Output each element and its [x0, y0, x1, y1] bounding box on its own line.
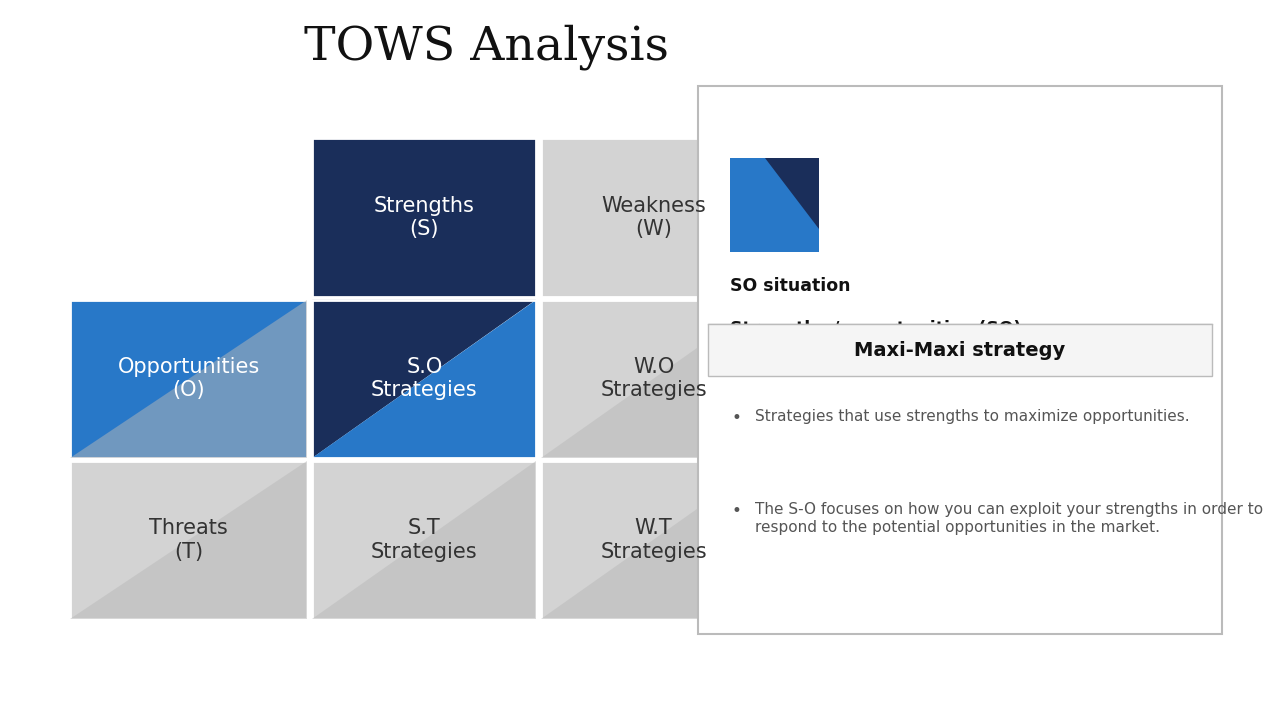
Polygon shape [312, 300, 536, 458]
Text: •: • [731, 409, 741, 427]
FancyBboxPatch shape [541, 300, 765, 458]
FancyBboxPatch shape [70, 461, 307, 619]
Text: S.O
Strategies: S.O Strategies [371, 357, 477, 400]
FancyBboxPatch shape [708, 325, 1212, 377]
Text: Opportunities
(O): Opportunities (O) [118, 357, 260, 400]
Polygon shape [541, 461, 765, 619]
Text: W.O
Strategies: W.O Strategies [600, 357, 707, 400]
FancyBboxPatch shape [730, 158, 819, 252]
Text: Strategies that use strengths to maximize opportunities.: Strategies that use strengths to maximiz… [755, 409, 1190, 423]
Text: SO situation: SO situation [730, 277, 850, 295]
FancyBboxPatch shape [541, 461, 765, 619]
Polygon shape [541, 300, 765, 458]
Text: Strengths
(S): Strengths (S) [374, 196, 475, 239]
FancyBboxPatch shape [312, 138, 536, 297]
FancyBboxPatch shape [698, 86, 1222, 634]
Text: S.T
Strategies: S.T Strategies [371, 518, 477, 562]
Polygon shape [70, 300, 307, 458]
Text: Weakness
(W): Weakness (W) [602, 196, 705, 239]
Polygon shape [70, 461, 307, 619]
Polygon shape [312, 300, 536, 458]
Text: Threats
(T): Threats (T) [150, 518, 228, 562]
FancyBboxPatch shape [541, 138, 765, 297]
FancyBboxPatch shape [70, 300, 307, 458]
Text: W.T
Strategies: W.T Strategies [600, 518, 707, 562]
Text: Strengths /opportunities (SO): Strengths /opportunities (SO) [730, 320, 1021, 338]
Text: Maxi-Maxi strategy: Maxi-Maxi strategy [854, 341, 1066, 360]
Polygon shape [312, 461, 536, 619]
Text: TOWS Analysis: TOWS Analysis [303, 24, 669, 70]
Polygon shape [765, 158, 819, 229]
FancyBboxPatch shape [312, 461, 536, 619]
Text: The S-O focuses on how you can exploit your strengths in order to respond to the: The S-O focuses on how you can exploit y… [755, 503, 1263, 535]
Text: •: • [731, 503, 741, 521]
